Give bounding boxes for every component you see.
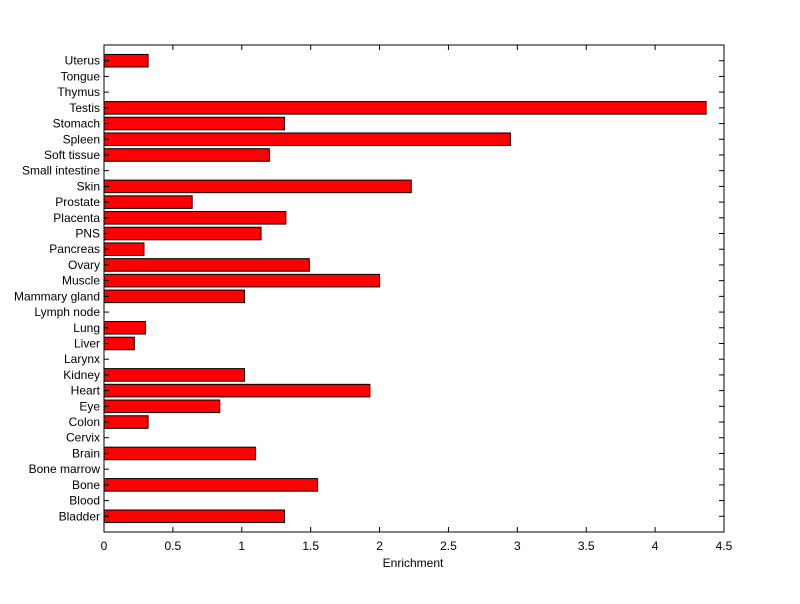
y-tick-label: Bone [72, 478, 100, 492]
bar-spleen [103, 132, 511, 147]
y-tick-label: PNS [75, 227, 100, 241]
y-tick-label: Lymph node [34, 305, 100, 319]
bar-placenta [103, 211, 287, 225]
y-tick-label: Lung [73, 321, 100, 335]
y-tick-label: Muscle [62, 274, 100, 288]
bar-skin [103, 179, 412, 194]
bar-bone [103, 478, 319, 492]
x-tick-label: 3 [514, 539, 521, 553]
y-tick-label: Uterus [65, 54, 100, 68]
x-tick-label: 0.5 [165, 539, 182, 553]
y-tick-label: Larynx [64, 352, 100, 366]
y-tick-label: Soft tissue [44, 148, 100, 162]
bar-colon [103, 415, 149, 429]
bar-pancreas [103, 242, 145, 257]
plot-frame [103, 44, 725, 533]
x-tick-label: 4.5 [716, 539, 733, 553]
x-tick-label: 3.5 [578, 539, 595, 553]
y-tick-label: Prostate [55, 195, 100, 209]
y-tick-label: Brain [72, 446, 100, 460]
bar-muscle [103, 273, 381, 288]
bar-kidney [103, 368, 246, 382]
bar-brain [103, 446, 257, 461]
y-tick-label: Spleen [63, 132, 100, 146]
y-tick-label: Mammary gland [14, 289, 100, 303]
y-tick-label: Heart [71, 384, 101, 398]
y-tick-label: Bladder [59, 509, 100, 523]
y-tick-label: Thymus [57, 85, 100, 99]
x-tick-label: 4 [652, 539, 659, 553]
y-tick-label: Blood [69, 494, 100, 508]
y-tick-label: Testis [69, 101, 100, 115]
x-axis-label: Enrichment [383, 556, 444, 570]
bar-lung [103, 320, 146, 335]
x-tick-label: 1.5 [302, 539, 319, 553]
x-tick-label: 2 [376, 539, 383, 553]
y-tick-label: Cervix [66, 431, 100, 445]
y-tick-label: Liver [74, 336, 100, 350]
y-tick-label: Pancreas [49, 242, 100, 256]
x-tick-label: 1 [238, 539, 245, 553]
y-tick-label: Bone marrow [29, 462, 101, 476]
bar-testis [103, 101, 707, 115]
bar-soft-tissue [103, 148, 270, 162]
y-tick-label: Colon [69, 415, 100, 429]
y-tick-label: Kidney [63, 368, 100, 382]
x-tick-label: 2.5 [440, 539, 457, 553]
y-tick-label: Ovary [68, 258, 100, 272]
y-tick-label: Tongue [61, 69, 101, 83]
bar-heart [103, 383, 371, 398]
y-tick-label: Stomach [53, 117, 100, 131]
bar-pns [103, 226, 262, 241]
y-tick-label: Eye [79, 399, 100, 413]
bar-ovary [103, 258, 310, 272]
bar-prostate [103, 195, 193, 209]
y-tick-label: Placenta [53, 211, 100, 225]
bar-mammary-gland [103, 289, 246, 304]
bar-eye [103, 399, 221, 414]
bar-uterus [103, 53, 149, 68]
bar-stomach [103, 116, 285, 131]
bar-bladder [103, 509, 285, 524]
y-tick-label: Small intestine [22, 164, 100, 178]
x-tick-label: 0 [101, 539, 108, 553]
y-tick-label: Skin [77, 179, 100, 193]
